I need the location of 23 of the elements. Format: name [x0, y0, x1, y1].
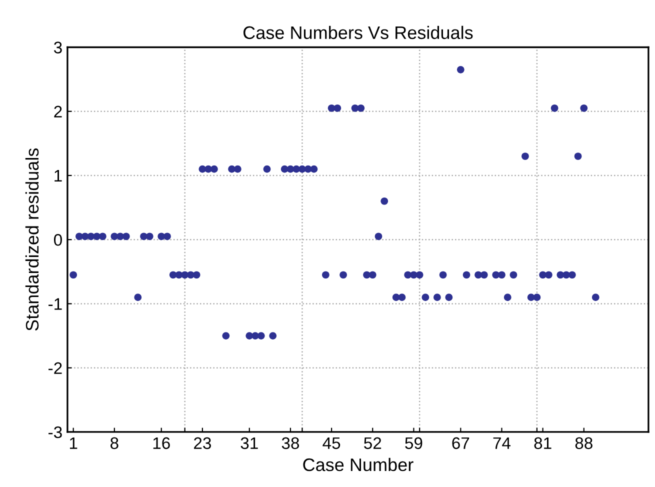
chart-title: Case Numbers Vs Residuals: [243, 26, 473, 40]
y-tick-label: -1: [48, 298, 62, 310]
x-axis-title: Case Number: [303, 458, 414, 472]
y-tick-label: 3: [54, 42, 62, 54]
y-tick-label: -3: [48, 426, 62, 438]
x-tick-label: 1: [70, 437, 78, 449]
y-tick-label: 1: [54, 170, 62, 182]
x-tick-label: 52: [364, 437, 382, 450]
x-tick-label: 38: [282, 437, 300, 450]
x-tick-label: 59: [405, 437, 422, 450]
x-tick-label: 45: [322, 437, 340, 450]
y-tick-label: 2: [54, 106, 62, 118]
x-tick-label: 8: [110, 437, 118, 450]
y-axis-title: Standardized residuals: [25, 148, 39, 331]
x-tick-label: 81: [534, 437, 552, 450]
x-tick-label: 67: [452, 437, 470, 450]
x-tick-label: 74: [493, 437, 511, 449]
x-tick-label: 16: [153, 437, 170, 450]
x-tick-label: 88: [575, 437, 592, 450]
y-tick-label: -2: [48, 362, 62, 374]
x-tick-label: 23: [194, 437, 211, 450]
x-tick-label: 31: [240, 437, 258, 450]
y-tick-label: 0: [54, 234, 62, 246]
